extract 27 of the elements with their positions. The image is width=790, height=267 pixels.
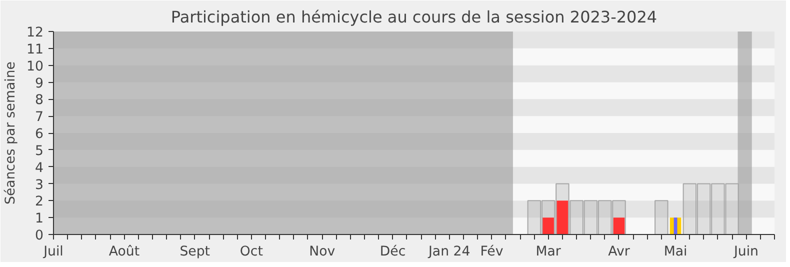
x-tick-label: Nov [309,244,336,260]
x-tick-label: Avr [608,244,630,260]
y-tick-label: 3 [35,178,44,193]
y-tick-label: 7 [35,110,44,126]
x-tick-label: Oct [240,244,263,260]
x-tick-label: Mai [664,244,688,260]
y-tick-label: 10 [26,59,44,74]
y-tick-label: 11 [26,42,44,58]
y-tick-label: 2 [35,194,44,210]
x-tick-label: Sept [180,244,210,260]
x-tick-label: Déc [380,244,406,260]
x-tick-label: Juin [732,244,758,260]
y-axis-title: Séances par semaine [4,62,19,204]
y-tick-label: 5 [35,144,44,159]
y-tick-label: 1 [35,212,44,227]
y-tick-label: 8 [35,93,44,108]
x-tick-label: Juil [42,244,64,260]
y-tick-label: 4 [35,160,44,176]
chart-title: Participation en hémicycle au cours de la session 2023-2024 [170,8,658,26]
y-tick-label: 6 [35,127,44,142]
y-tick-label: 9 [35,76,44,92]
x-tick-label: Août [108,244,140,260]
x-tick-label: Fév [480,244,504,260]
x-tick-label: Mar [536,244,562,260]
y-tick-label: 0 [35,228,44,244]
x-tick-label: Jan 24 [427,244,470,260]
y-tick-label: 12 [26,26,44,40]
